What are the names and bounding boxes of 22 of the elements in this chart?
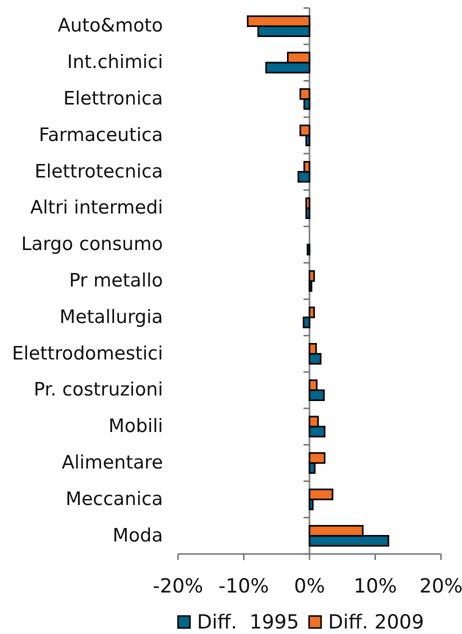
y-tick-label: Altri intermedi [30, 198, 163, 219]
x-tick-label: 0% [294, 574, 325, 598]
y-tick-label: Pr metallo [69, 270, 163, 292]
y-tick-label: Elettrodomestici [12, 343, 163, 364]
legend-label: Diff. 2009 [328, 610, 424, 634]
y-tick-label: Mobili [108, 416, 163, 438]
x-tick-label: -20% [152, 574, 204, 598]
y-tick-label: Elettrotecnica [34, 161, 163, 182]
y-tick-label: Moda [112, 525, 163, 546]
y-tick-label: Largo consumo [21, 234, 163, 256]
y-tick-label: Alimentare [62, 452, 163, 474]
y-tick-label: Auto&moto [58, 16, 163, 37]
y-tick-label: Elettronica [63, 88, 163, 110]
x-tick-label: 20% [419, 574, 462, 598]
y-tick-label: Pr. costruzioni [34, 380, 163, 401]
y-tick-label: Metallurgia [60, 306, 163, 328]
y-tick-label: Int.chimici [67, 52, 163, 74]
x-tick-label: 10% [354, 574, 397, 598]
y-tick-label: Farmaceutica [38, 124, 163, 146]
x-tick-label: -10% [218, 574, 269, 598]
y-tick-label: Meccanica [66, 488, 163, 510]
legend-label: Diff. 1995 [197, 610, 300, 634]
